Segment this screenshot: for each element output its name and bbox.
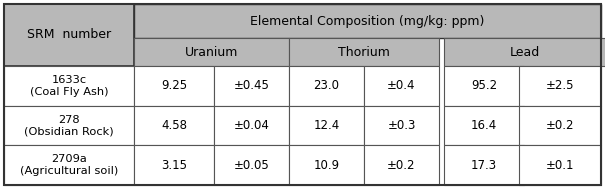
Text: 3.15: 3.15: [161, 159, 187, 172]
Bar: [289, 106, 364, 145]
Bar: [4, 106, 134, 145]
Text: 12.4: 12.4: [313, 119, 339, 132]
Bar: [134, 145, 214, 185]
Bar: [214, 66, 289, 106]
Text: 95.2: 95.2: [471, 79, 497, 92]
Bar: [444, 145, 524, 185]
Bar: [289, 38, 439, 66]
Bar: [444, 38, 605, 66]
Bar: [519, 106, 601, 145]
Text: 278
(Obsidian Rock): 278 (Obsidian Rock): [24, 115, 114, 136]
Text: 9.25: 9.25: [161, 79, 187, 92]
Text: ±0.05: ±0.05: [234, 159, 269, 172]
Text: 23.0: 23.0: [313, 79, 339, 92]
Text: ±2.5: ±2.5: [546, 79, 574, 92]
Text: 1633c
(Coal Fly Ash): 1633c (Coal Fly Ash): [30, 75, 108, 97]
Bar: [4, 66, 134, 106]
Text: ±0.1: ±0.1: [546, 159, 574, 172]
Text: 4.58: 4.58: [161, 119, 187, 132]
Bar: [214, 106, 289, 145]
Text: ±0.2: ±0.2: [546, 119, 574, 132]
Text: Elemental Composition (mg/kg: ppm): Elemental Composition (mg/kg: ppm): [250, 15, 485, 28]
Bar: [4, 4, 134, 66]
Bar: [214, 145, 289, 185]
Bar: [134, 66, 214, 106]
Text: Uranium: Uranium: [185, 46, 238, 59]
Bar: [289, 66, 364, 106]
Bar: [289, 145, 364, 185]
Bar: [364, 66, 439, 106]
Text: 10.9: 10.9: [313, 159, 339, 172]
Bar: [444, 66, 524, 106]
Bar: [519, 66, 601, 106]
Text: Thorium: Thorium: [338, 46, 390, 59]
Text: Lead: Lead: [510, 46, 540, 59]
Text: ±0.4: ±0.4: [387, 79, 416, 92]
Bar: [4, 145, 134, 185]
Bar: [444, 106, 524, 145]
Bar: [134, 38, 289, 66]
Bar: [364, 145, 439, 185]
Text: SRM  number: SRM number: [27, 29, 111, 42]
Text: 17.3: 17.3: [471, 159, 497, 172]
Text: ±0.2: ±0.2: [387, 159, 416, 172]
Text: ±0.3: ±0.3: [387, 119, 416, 132]
Text: 2709a
(Agricultural soil): 2709a (Agricultural soil): [20, 154, 118, 176]
Text: 16.4: 16.4: [471, 119, 497, 132]
Bar: [364, 106, 439, 145]
Bar: [134, 106, 214, 145]
Bar: [519, 145, 601, 185]
Text: ±0.45: ±0.45: [234, 79, 269, 92]
Text: ±0.04: ±0.04: [234, 119, 269, 132]
Bar: [134, 4, 601, 38]
